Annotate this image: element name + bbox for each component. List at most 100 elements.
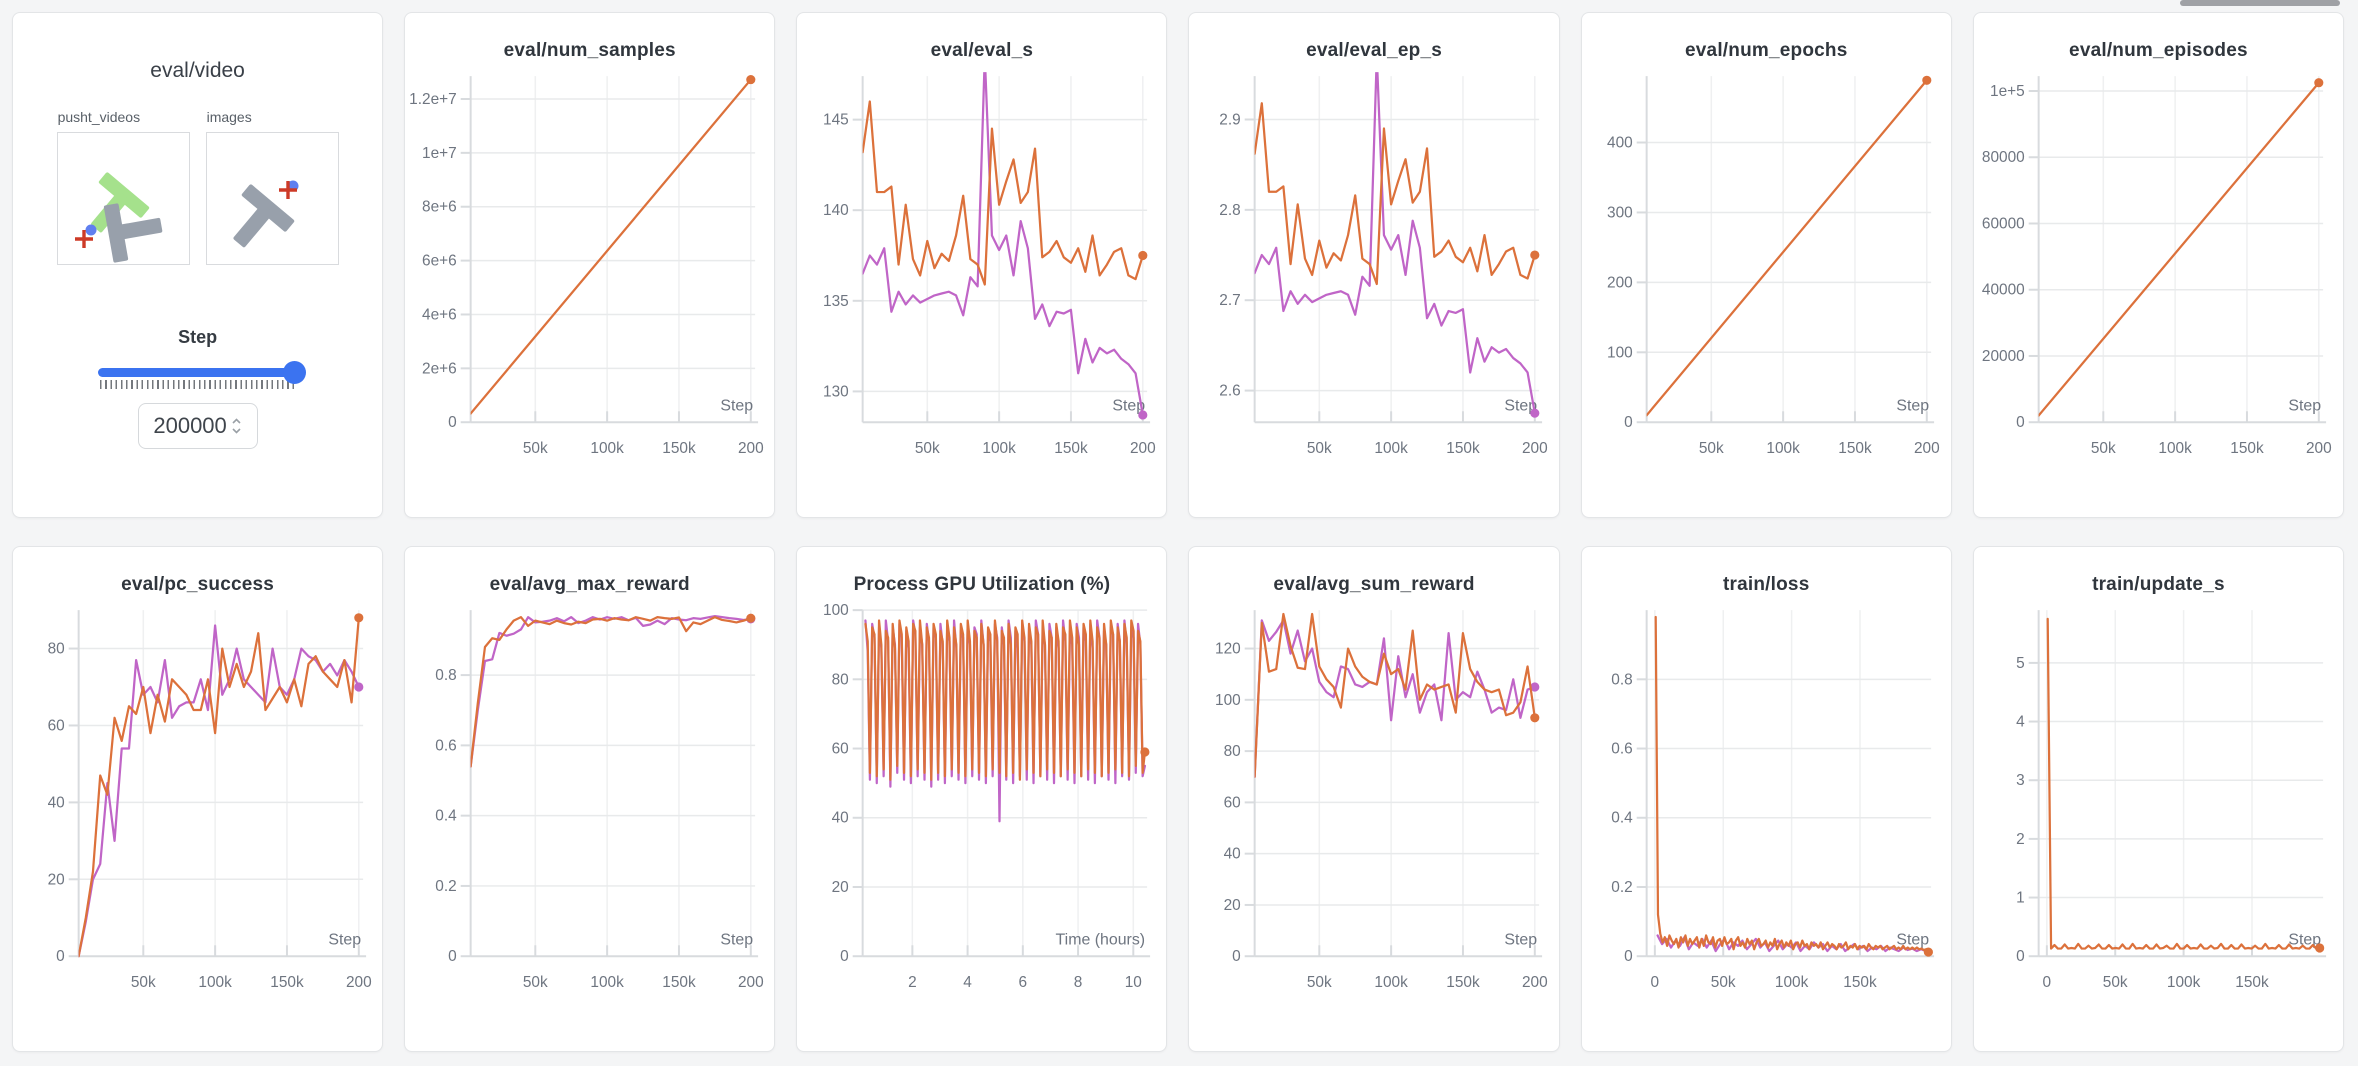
svg-text:200: 200 xyxy=(1522,440,1548,457)
svg-text:2.8: 2.8 xyxy=(1219,202,1240,219)
svg-text:200: 200 xyxy=(738,974,764,991)
svg-text:100k: 100k xyxy=(1374,440,1408,457)
svg-text:Step: Step xyxy=(1504,931,1537,948)
svg-text:4: 4 xyxy=(2017,714,2026,731)
svg-text:50k: 50k xyxy=(1307,974,1332,991)
chart-title: train/loss xyxy=(1723,574,1810,595)
svg-text:2: 2 xyxy=(908,974,917,991)
chart-title: eval/eval_s xyxy=(930,40,1034,61)
svg-text:0.4: 0.4 xyxy=(1612,810,1634,827)
line-chart-eval-num-episodes[interactable]: 50k 100k 150k 200 0 20000 40000 60000 80000 1e+5 S… xyxy=(1973,62,2343,494)
chart-panel-eval-avg-max-reward: eval/avg_max_reward 50k 100k 150k 200 0 0.2 0.… xyxy=(404,546,776,1052)
svg-text:20: 20 xyxy=(47,871,64,888)
svg-text:150k: 150k xyxy=(2231,440,2265,457)
chart-title: Process GPU Utilization (%) xyxy=(853,574,1111,595)
svg-text:400: 400 xyxy=(1607,134,1633,151)
svg-text:100k: 100k xyxy=(1775,974,1809,991)
chart-title: eval/eval_ep_s xyxy=(1306,40,1443,61)
svg-text:Step: Step xyxy=(328,931,361,948)
svg-text:50k: 50k xyxy=(915,440,940,457)
svg-text:10: 10 xyxy=(1125,974,1142,991)
line-chart-eval-eval-s[interactable]: 50k 100k 150k 200 130 135 140 145 Step xyxy=(797,62,1167,494)
line-chart-eval-num-epochs[interactable]: 50k 100k 150k 200 0 100 200 300 400 Step xyxy=(1581,62,1951,494)
svg-text:0: 0 xyxy=(2017,948,2026,965)
pusht-scene-image xyxy=(74,172,162,263)
svg-text:Step: Step xyxy=(720,931,753,948)
chart-panel-eval-eval-s: eval/eval_s 50k 100k 150k 200 130 135 140 145 St… xyxy=(796,12,1168,518)
svg-text:80: 80 xyxy=(47,641,64,658)
svg-text:Step: Step xyxy=(1504,397,1537,414)
svg-text:0.4: 0.4 xyxy=(435,808,457,825)
line-chart-eval-avg-max-reward[interactable]: 50k 100k 150k 200 0 0.2 0.4 0.6 0.8 Step xyxy=(405,596,775,1028)
svg-text:8e+6: 8e+6 xyxy=(422,199,457,216)
svg-text:20: 20 xyxy=(1224,897,1241,914)
svg-text:2.7: 2.7 xyxy=(1219,292,1240,309)
slider-track[interactable] xyxy=(97,368,298,377)
chart-panel-eval-num-epochs: eval/num_epochs 50k 100k 150k 200 0 100 200 300… xyxy=(1580,12,1952,518)
svg-text:40000: 40000 xyxy=(1982,282,2025,299)
thumb-block-pusht-videos: pusht_videos xyxy=(56,109,190,265)
svg-text:50k: 50k xyxy=(1699,440,1724,457)
chart-panel-eval-num-episodes: eval/num_episodes 50k 100k 150k 200 0 20000 40… xyxy=(1972,12,2344,518)
svg-text:0.6: 0.6 xyxy=(435,737,456,754)
svg-text:Time (hours): Time (hours) xyxy=(1055,931,1145,948)
svg-text:50k: 50k xyxy=(523,974,548,991)
line-chart-eval-pc-success[interactable]: 50k 100k 150k 200 0 20 40 60 80 Step xyxy=(13,596,383,1028)
svg-text:Step: Step xyxy=(1112,397,1145,414)
svg-text:50k: 50k xyxy=(523,440,548,457)
svg-text:60: 60 xyxy=(831,741,848,758)
chart-panel-eval-pc-success: eval/pc_success 50k 100k 150k 200 0 20 40 60 80 S… xyxy=(12,546,384,1052)
panel-eval-video: eval/video pusht_videos xyxy=(12,12,384,518)
step-slider[interactable] xyxy=(97,361,306,384)
svg-text:50k: 50k xyxy=(1307,440,1332,457)
video-thumbnail-pusht[interactable] xyxy=(56,132,190,265)
svg-text:150k: 150k xyxy=(1446,440,1480,457)
svg-text:0.2: 0.2 xyxy=(1612,879,1633,896)
svg-text:140: 140 xyxy=(823,202,849,219)
svg-text:100k: 100k xyxy=(590,440,624,457)
svg-text:50k: 50k xyxy=(1711,974,1736,991)
chart-title: eval/num_samples xyxy=(503,40,676,61)
svg-text:0: 0 xyxy=(1624,948,1633,965)
svg-text:0: 0 xyxy=(2043,974,2052,991)
svg-text:6e+6: 6e+6 xyxy=(422,253,457,270)
step-value-input[interactable]: 200000 xyxy=(137,403,258,449)
slider-tick-ruler xyxy=(99,380,296,389)
stepper-arrows-icon[interactable] xyxy=(231,416,242,436)
svg-text:0: 0 xyxy=(2017,414,2026,431)
line-chart-eval-num-samples[interactable]: 50k 100k 150k 200 0 2e+6 4e+6 6e+6 8e+6 1e+7 1.2e+… xyxy=(405,62,775,494)
svg-text:80: 80 xyxy=(831,671,848,688)
svg-text:200: 200 xyxy=(1914,440,1940,457)
svg-text:0: 0 xyxy=(56,948,65,965)
svg-text:100k: 100k xyxy=(590,974,624,991)
scrollbar-thumb[interactable] xyxy=(2180,0,2340,6)
chart-title: eval/num_episodes xyxy=(2069,40,2248,61)
svg-text:50k: 50k xyxy=(130,974,155,991)
chart-panel-train-update-s: train/update_s 0 50k 100k 150k 0 1 2 3 4 5 Step xyxy=(1972,546,2344,1052)
chart-title: eval/num_epochs xyxy=(1685,40,1848,61)
svg-text:Step: Step xyxy=(2289,397,2322,414)
line-chart-train-loss[interactable]: 0 50k 100k 150k 0 0.2 0.4 0.6 0.8 Step xyxy=(1581,596,1951,1028)
line-chart-eval-avg-sum-reward[interactable]: 50k 100k 150k 200 0 20 40 60 80 100 120 Step xyxy=(1189,596,1559,1028)
svg-text:50k: 50k xyxy=(2103,974,2128,991)
slider-handle[interactable] xyxy=(282,361,306,384)
goal-cross xyxy=(278,181,297,199)
video-thumbnail-images[interactable] xyxy=(205,132,339,265)
svg-text:150k: 150k xyxy=(1054,440,1088,457)
svg-text:100: 100 xyxy=(823,602,849,619)
svg-text:300: 300 xyxy=(1607,204,1633,221)
svg-text:1e+7: 1e+7 xyxy=(422,145,457,162)
line-chart-eval-eval-ep-s[interactable]: 50k 100k 150k 200 2.6 2.7 2.8 2.9 Step xyxy=(1189,62,1559,494)
svg-text:20: 20 xyxy=(831,879,848,896)
panel-grid: eval/video pusht_videos xyxy=(12,12,2344,1052)
svg-text:40: 40 xyxy=(831,810,848,827)
svg-text:200: 200 xyxy=(738,440,764,457)
svg-text:0.8: 0.8 xyxy=(435,667,456,684)
svg-text:0.6: 0.6 xyxy=(1612,741,1633,758)
chart-panel-eval-eval-ep-s: eval/eval_ep_s 50k 100k 150k 200 2.6 2.7 2.8 2.… xyxy=(1188,12,1560,518)
thumb-block-images: images xyxy=(205,109,339,265)
svg-text:2.6: 2.6 xyxy=(1219,383,1240,400)
svg-text:Step: Step xyxy=(720,397,753,414)
